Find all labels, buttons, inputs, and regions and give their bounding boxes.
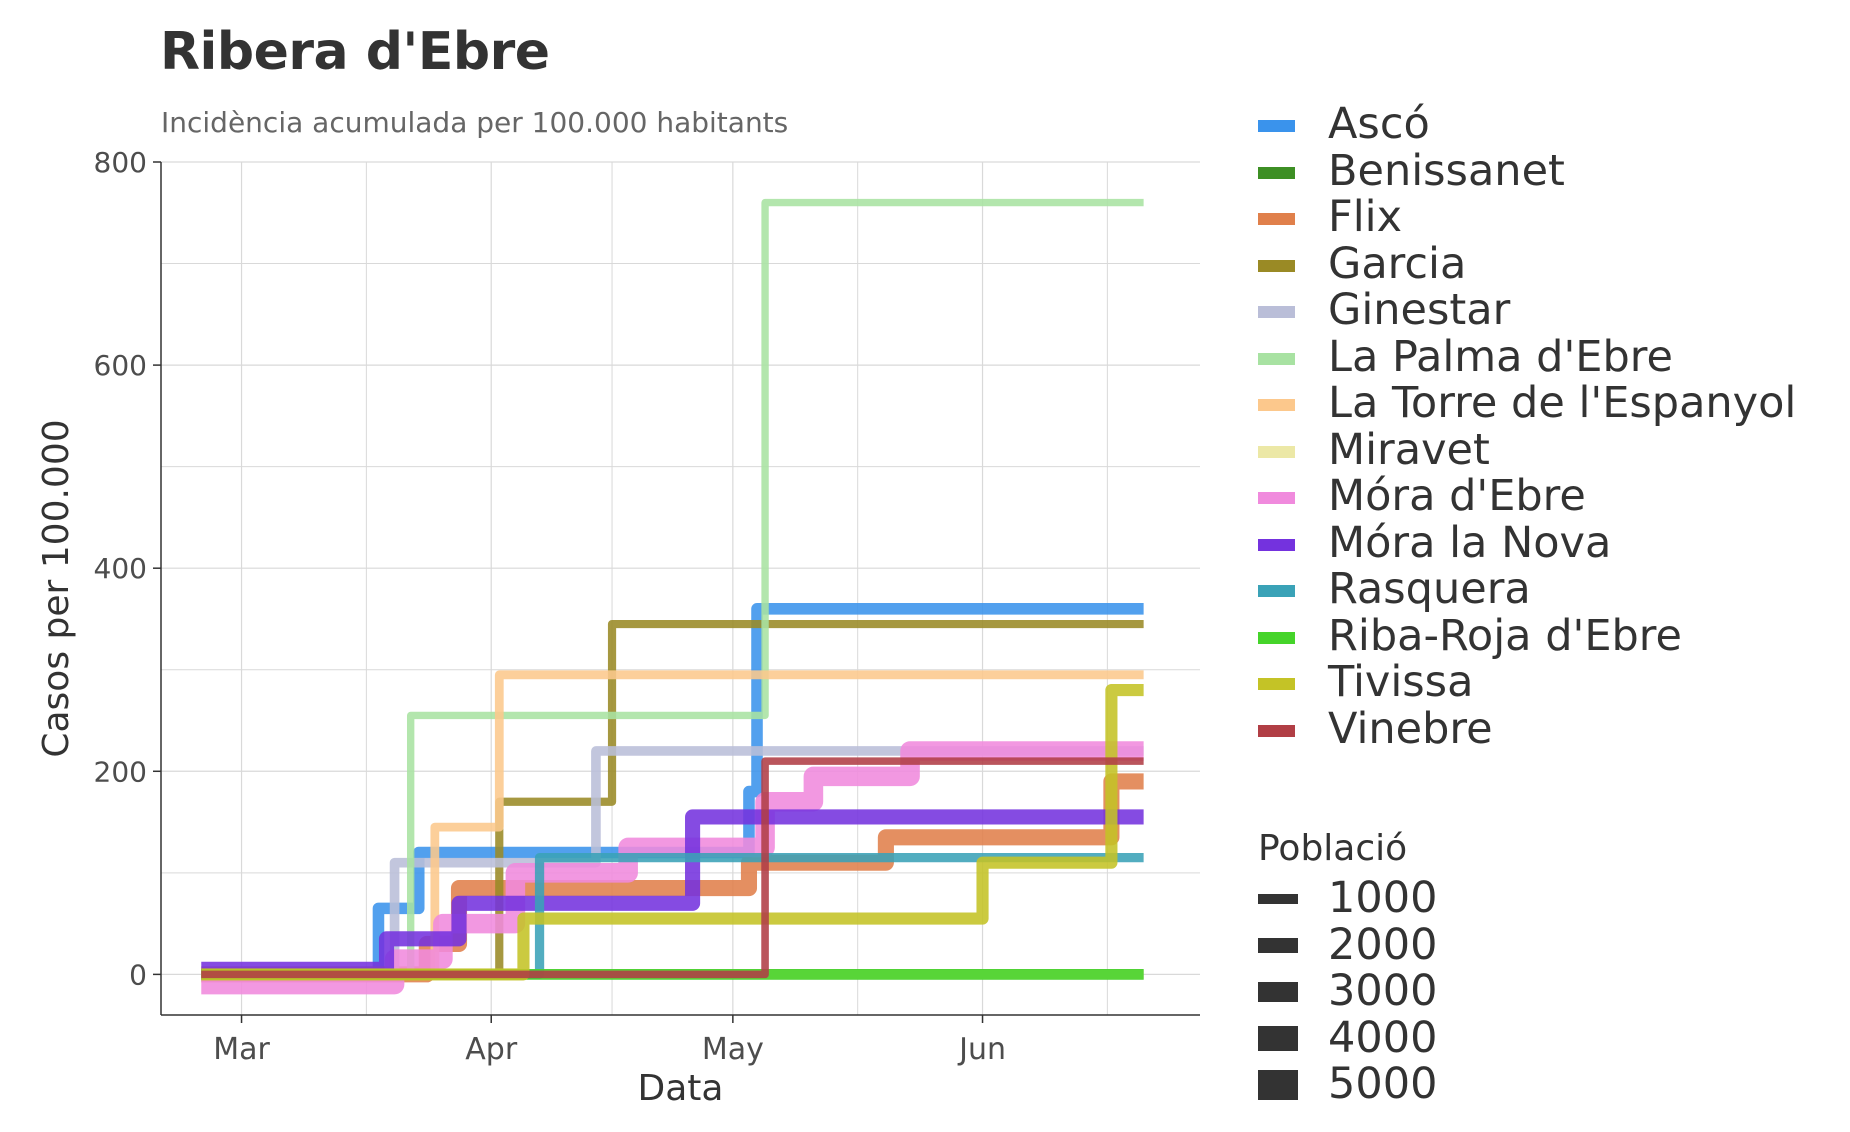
legend-key <box>1258 352 1295 365</box>
x-tick-label: Apr <box>465 1032 518 1067</box>
axes: 0 200 400 600 800 Mar Apr May Jun Data Casos per 1… <box>36 146 1200 1109</box>
legend-key <box>1258 631 1295 644</box>
legend-label: Garcia <box>1328 238 1467 289</box>
chart-subtitle: Incidència acumulada per 100.000 habitan… <box>161 106 789 139</box>
legend-label: Móra d'Ebre <box>1328 471 1586 521</box>
size-legend-item: 3000 <box>1258 966 1437 1017</box>
legend-key <box>1258 724 1295 737</box>
size-legend-key <box>1258 1026 1298 1051</box>
legend-label: Tivissa <box>1328 657 1474 707</box>
series-line <box>201 683 1144 981</box>
y-tick-label: 600 <box>94 349 147 382</box>
y-tick-label: 400 <box>94 552 147 585</box>
size-legend-key <box>1258 894 1298 904</box>
size-legend-key <box>1258 982 1298 1002</box>
legend-label: Riba-Roja d'Ebre <box>1328 610 1682 661</box>
size-legend-label: 1000 <box>1328 873 1438 923</box>
size-legend-item: 1000 <box>1258 873 1437 924</box>
size-legend-item: 2000 <box>1258 920 1437 971</box>
size-legend: Població 1000 2000 3000 4000 5000 <box>1258 828 1437 1110</box>
size-legend-label: 3000 <box>1328 966 1438 1016</box>
y-axis-title: Casos per 100.000 <box>36 419 77 757</box>
series-line <box>201 603 1144 981</box>
legend-label: Miravet <box>1328 424 1490 475</box>
series-line <box>201 809 1144 977</box>
legend-key <box>1258 306 1295 318</box>
legend-label: Ginestar <box>1328 285 1511 335</box>
series-line <box>201 757 1144 979</box>
legend-key <box>1258 538 1295 551</box>
y-tick-label: 0 <box>129 958 147 991</box>
chart-title: Ribera d'Ebre <box>160 22 550 82</box>
size-legend-key <box>1258 1070 1298 1100</box>
size-legend-title: Població <box>1258 828 1408 869</box>
size-legend-label: 2000 <box>1328 919 1438 970</box>
legend-key <box>1258 678 1295 690</box>
size-legend-item: 4000 <box>1258 1013 1437 1064</box>
legend-label: Flix <box>1328 192 1403 242</box>
x-tick-label: Jun <box>957 1032 1006 1067</box>
size-legend-key <box>1258 938 1298 953</box>
legend-key <box>1258 120 1295 132</box>
legend-label: Vinebre <box>1328 703 1493 754</box>
series-lines <box>201 198 1144 995</box>
x-tick-label: Mar <box>213 1032 270 1067</box>
legend-key <box>1258 585 1295 597</box>
x-axis-title: Data <box>638 1068 724 1109</box>
legend-key <box>1258 166 1295 179</box>
legend-label: Rasquera <box>1328 564 1531 614</box>
y-tick-label: 200 <box>94 755 147 788</box>
legend-key <box>1258 492 1295 504</box>
legend-key <box>1258 259 1295 272</box>
legend-label: Móra la Nova <box>1328 517 1612 568</box>
size-legend-label: 4000 <box>1328 1012 1438 1063</box>
legend-key <box>1258 213 1295 225</box>
legend-key <box>1258 399 1295 411</box>
series-line <box>201 670 1144 979</box>
legend-label: La Palma d'Ebre <box>1328 331 1673 382</box>
x-tick-label: May <box>702 1032 764 1067</box>
legend-label: Benissanet <box>1328 145 1565 196</box>
legend-label: Ascó <box>1328 99 1430 149</box>
legend-label: La Torre de l'Espanyol <box>1328 378 1797 428</box>
legend-key <box>1258 445 1295 458</box>
size-legend-label: 5000 <box>1328 1059 1438 1109</box>
y-tick-label: 800 <box>94 146 147 179</box>
size-legend-item: 5000 <box>1258 1059 1437 1110</box>
